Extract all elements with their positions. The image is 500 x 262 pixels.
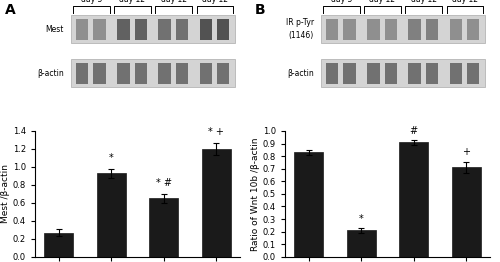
Bar bbox=[76, 63, 88, 84]
Text: (1146): (1146) bbox=[288, 31, 314, 40]
Y-axis label: Mest /β-actin: Mest /β-actin bbox=[1, 164, 10, 223]
Bar bbox=[347, 230, 376, 257]
Bar bbox=[202, 149, 230, 257]
Bar bbox=[321, 15, 486, 43]
Text: #: # bbox=[410, 126, 418, 136]
Bar bbox=[158, 63, 170, 84]
Text: day 12: day 12 bbox=[452, 0, 477, 4]
Text: day 12: day 12 bbox=[370, 0, 396, 4]
Bar bbox=[44, 232, 73, 257]
Bar bbox=[176, 19, 188, 40]
Bar bbox=[94, 19, 106, 40]
Text: day 12: day 12 bbox=[160, 0, 186, 4]
Text: IR p-Tyr: IR p-Tyr bbox=[286, 18, 314, 27]
Bar bbox=[326, 19, 338, 40]
Bar bbox=[217, 63, 229, 84]
Bar bbox=[97, 173, 126, 257]
Bar bbox=[344, 63, 356, 84]
Bar bbox=[134, 63, 147, 84]
Text: *: * bbox=[359, 214, 364, 224]
Bar bbox=[321, 59, 486, 87]
Text: β-actin: β-actin bbox=[287, 69, 314, 78]
Bar bbox=[450, 19, 462, 40]
Bar bbox=[134, 19, 147, 40]
Bar bbox=[118, 63, 130, 84]
Bar bbox=[452, 167, 480, 257]
Text: day 12: day 12 bbox=[202, 0, 228, 4]
Bar bbox=[71, 59, 235, 87]
Bar bbox=[408, 19, 420, 40]
Text: β-actin: β-actin bbox=[37, 69, 64, 78]
Bar bbox=[426, 19, 438, 40]
Bar bbox=[326, 63, 338, 84]
Bar bbox=[368, 19, 380, 40]
Bar bbox=[176, 63, 188, 84]
Bar bbox=[118, 19, 130, 40]
Bar bbox=[450, 63, 462, 84]
Text: * +: * + bbox=[208, 127, 224, 137]
Text: * #: * # bbox=[156, 178, 172, 188]
Bar bbox=[71, 15, 235, 43]
Text: A: A bbox=[5, 3, 16, 17]
Bar bbox=[217, 19, 229, 40]
Text: Mest: Mest bbox=[46, 25, 64, 34]
Y-axis label: Ratio of Wnt 10b /β-actin: Ratio of Wnt 10b /β-actin bbox=[251, 137, 260, 251]
Bar bbox=[467, 63, 479, 84]
Text: +: + bbox=[462, 148, 470, 157]
Bar bbox=[426, 63, 438, 84]
Bar bbox=[368, 63, 380, 84]
Bar bbox=[294, 152, 323, 257]
Bar bbox=[344, 19, 356, 40]
Bar bbox=[200, 19, 212, 40]
Bar bbox=[158, 19, 170, 40]
Bar bbox=[150, 198, 178, 257]
Bar bbox=[400, 142, 428, 257]
Bar bbox=[384, 63, 397, 84]
Bar bbox=[408, 63, 420, 84]
Bar bbox=[76, 19, 88, 40]
Bar bbox=[384, 19, 397, 40]
Text: *: * bbox=[109, 153, 114, 163]
Text: day 12: day 12 bbox=[410, 0, 436, 4]
Bar bbox=[94, 63, 106, 84]
Text: day 5: day 5 bbox=[80, 0, 102, 4]
Text: day 12: day 12 bbox=[120, 0, 146, 4]
Text: day 5: day 5 bbox=[330, 0, 352, 4]
Bar bbox=[200, 63, 212, 84]
Text: B: B bbox=[255, 3, 266, 17]
Bar bbox=[467, 19, 479, 40]
